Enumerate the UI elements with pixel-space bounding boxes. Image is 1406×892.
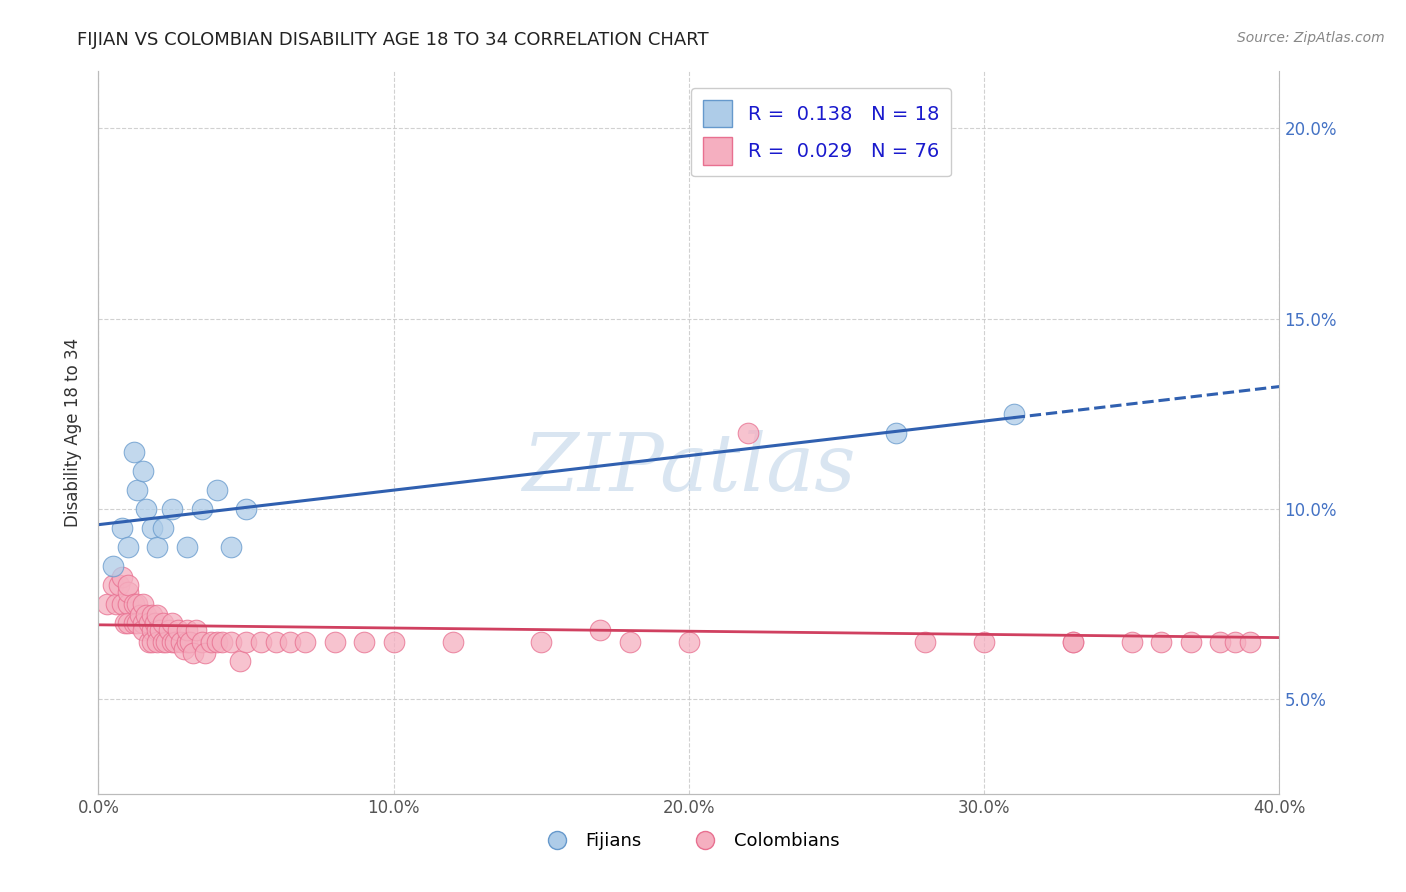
Point — [146, 540, 169, 554]
Point — [229, 654, 252, 668]
Point — [294, 634, 316, 648]
Point — [117, 597, 139, 611]
Point — [103, 578, 125, 592]
Point — [125, 615, 148, 630]
Point — [530, 634, 553, 648]
Point — [221, 540, 243, 554]
Point — [141, 624, 163, 638]
Point — [179, 634, 201, 648]
Point — [250, 634, 273, 648]
Point — [117, 585, 139, 599]
Point — [441, 634, 464, 648]
Point — [122, 597, 145, 611]
Point — [141, 634, 163, 648]
Point — [170, 634, 193, 648]
Point — [122, 615, 145, 630]
Point — [165, 634, 187, 648]
Point — [146, 634, 169, 648]
Point — [146, 608, 169, 623]
Point — [235, 501, 257, 516]
Point — [884, 425, 907, 440]
Point — [111, 597, 134, 611]
Point — [117, 578, 139, 592]
Point — [138, 615, 160, 630]
Point — [111, 570, 134, 584]
Point — [125, 597, 148, 611]
Point — [194, 646, 217, 660]
Point — [181, 646, 204, 660]
Point — [117, 615, 139, 630]
Point — [737, 425, 759, 440]
Point — [280, 634, 302, 648]
Point — [117, 540, 139, 554]
Point — [105, 597, 128, 611]
Point — [152, 615, 174, 630]
Point — [135, 501, 157, 516]
Point — [1180, 634, 1202, 648]
Y-axis label: Disability Age 18 to 34: Disability Age 18 to 34 — [65, 338, 83, 527]
Point — [125, 483, 148, 497]
Point — [184, 624, 207, 638]
Point — [1062, 634, 1084, 648]
Point — [152, 634, 174, 648]
Point — [176, 540, 198, 554]
Point — [143, 615, 166, 630]
Point — [323, 634, 346, 648]
Point — [619, 634, 641, 648]
Point — [162, 615, 183, 630]
Text: FIJIAN VS COLOMBIAN DISABILITY AGE 18 TO 34 CORRELATION CHART: FIJIAN VS COLOMBIAN DISABILITY AGE 18 TO… — [77, 31, 709, 49]
Point — [200, 634, 222, 648]
Point — [589, 624, 612, 638]
Point — [211, 634, 233, 648]
Point — [96, 597, 118, 611]
Point — [205, 483, 228, 497]
Point — [1209, 634, 1232, 648]
Point — [173, 642, 195, 657]
Point — [108, 578, 131, 592]
Point — [114, 615, 136, 630]
Point — [235, 634, 257, 648]
Point — [1121, 634, 1143, 648]
Point — [155, 634, 177, 648]
Legend: Fijians, Colombians: Fijians, Colombians — [531, 825, 846, 857]
Point — [382, 634, 405, 648]
Point — [132, 624, 155, 638]
Point — [141, 521, 163, 535]
Point — [122, 444, 145, 458]
Point — [149, 624, 172, 638]
Point — [146, 624, 169, 638]
Point — [191, 634, 214, 648]
Point — [914, 634, 936, 648]
Point — [191, 501, 214, 516]
Point — [162, 634, 183, 648]
Point — [1150, 634, 1173, 648]
Point — [132, 615, 155, 630]
Point — [132, 597, 155, 611]
Point — [1062, 634, 1084, 648]
Point — [128, 608, 150, 623]
Text: ZIPatlas: ZIPatlas — [522, 430, 856, 508]
Point — [205, 634, 228, 648]
Point — [678, 634, 700, 648]
Point — [162, 501, 183, 516]
Text: Source: ZipAtlas.com: Source: ZipAtlas.com — [1237, 31, 1385, 45]
Point — [1002, 407, 1025, 421]
Point — [176, 624, 198, 638]
Point — [264, 634, 287, 648]
Point — [152, 521, 174, 535]
Point — [103, 558, 125, 573]
Point — [1239, 634, 1261, 648]
Point — [973, 634, 995, 648]
Point — [1225, 634, 1247, 648]
Point — [111, 521, 134, 535]
Point — [353, 634, 375, 648]
Point — [221, 634, 243, 648]
Point — [176, 634, 198, 648]
Point — [141, 608, 163, 623]
Point — [167, 624, 190, 638]
Point — [135, 608, 157, 623]
Point — [157, 624, 180, 638]
Point — [132, 464, 155, 478]
Point — [138, 634, 160, 648]
